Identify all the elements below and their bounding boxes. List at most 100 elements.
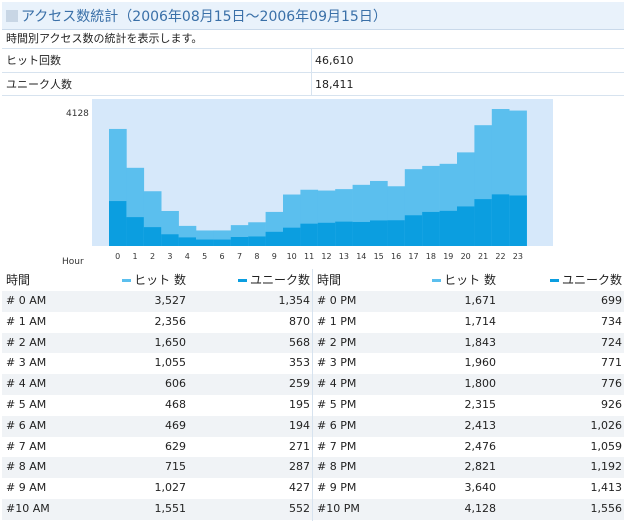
x-tick-label: 12 <box>321 252 331 261</box>
row-hits-pm: 4,128 <box>464 501 497 515</box>
row-unique-am: 287 <box>289 460 310 474</box>
row-hits-pm: 1,843 <box>464 335 497 349</box>
row-unique-am: 259 <box>289 377 310 391</box>
header-hits-am: ヒット 数 <box>82 269 186 291</box>
summary-unique-value: 18,411 <box>315 78 354 91</box>
row-hits-pm: 1,714 <box>464 314 497 328</box>
summary-hits-label: ヒット回数 <box>2 49 312 72</box>
row-time-pm: # 7 PM <box>312 436 392 458</box>
row-hits-pm: 2,413 <box>464 418 497 432</box>
row-hits-am: 469 <box>165 418 186 432</box>
x-tick-label: 0 <box>115 252 120 261</box>
row-unique-pm: 699 <box>601 294 622 307</box>
x-tick-label: 7 <box>237 252 242 261</box>
x-tick-label: 17 <box>408 252 418 261</box>
bar-unique-7 <box>230 237 249 246</box>
hourly-chart: 4128 0 1 2 3 4 5 6 7 8 9 10 11 12 13 14 15 16 17 18 19 20 21 2… <box>2 96 624 268</box>
bar-unique-22 <box>491 194 510 246</box>
row-hits-am: 629 <box>165 439 186 453</box>
bar-unique-14 <box>352 221 371 246</box>
row-time-pm: # 6 PM <box>312 415 392 437</box>
table-row: # 8 AM 715 287 # 8 PM 2,821 1,192 <box>2 457 624 479</box>
row-unique-pm: 1,059 <box>590 439 623 453</box>
row-hits-am: 1,055 <box>154 356 187 370</box>
x-tick-label: 15 <box>374 252 384 261</box>
bar-unique-6 <box>213 239 232 246</box>
row-time-am: # 4 AM <box>6 377 47 391</box>
header-time-am: 時間 <box>6 273 31 287</box>
row-unique-pm: 1,556 <box>590 501 623 515</box>
table-row: # 3 AM 1,055 353 # 3 PM 1,960 771 <box>2 353 624 375</box>
bar-unique-21 <box>474 199 493 246</box>
x-tick-label: 6 <box>220 252 225 261</box>
row-unique-am: 194 <box>289 418 310 432</box>
x-tick-label: 14 <box>356 252 366 261</box>
row-hits-pm: 2,315 <box>464 397 497 411</box>
bar-unique-0 <box>109 201 127 246</box>
x-tick-label: 10 <box>287 252 297 261</box>
bar-unique-20 <box>457 206 475 246</box>
table-row: # 7 AM 629 271 # 7 PM 2,476 1,059 <box>2 436 624 458</box>
row-hits-pm: 2,821 <box>464 460 497 474</box>
bar-unique-4 <box>178 237 197 246</box>
x-tick-label: 20 <box>461 252 471 261</box>
header-hits-pm: ヒット 数 <box>392 269 496 291</box>
summary-hits-row: ヒット回数 46,610 <box>2 48 624 72</box>
row-hits-am: 606 <box>165 377 186 391</box>
table-row: # 5 AM 468 195 # 5 PM 2,315 926 <box>2 394 624 416</box>
summary-unique-label: ユニーク人数 <box>2 73 312 95</box>
bar-unique-18 <box>422 211 440 246</box>
row-time-pm: # 4 PM <box>312 374 392 395</box>
x-tick-label: 22 <box>495 252 505 261</box>
table-header-row: 時間 ヒット 数 ユニーク数 時間 ヒット 数 ユニーク数 <box>2 269 624 291</box>
row-unique-am: 271 <box>289 439 310 453</box>
bar-unique-10 <box>283 227 301 246</box>
row-unique-pm: 1,026 <box>590 418 623 432</box>
row-hits-am: 1,650 <box>154 335 187 349</box>
y-max-label: 4128 <box>66 109 89 119</box>
page-title: アクセス数統計（2006年08月15日～2006年09月15日） <box>21 8 387 25</box>
row-unique-am: 568 <box>289 335 310 349</box>
summary-hits-value: 46,610 <box>315 54 354 67</box>
row-unique-pm: 734 <box>601 314 622 328</box>
row-time-am: # 0 AM <box>6 294 47 307</box>
row-time-pm: # 2 PM <box>312 332 392 354</box>
row-time-pm: # 5 PM <box>312 394 392 416</box>
x-tick-label: 11 <box>304 252 314 261</box>
row-unique-pm: 724 <box>601 335 622 349</box>
row-unique-am: 427 <box>289 481 310 495</box>
row-unique-pm: 771 <box>601 356 622 370</box>
bar-unique-13 <box>335 221 353 246</box>
row-time-pm: # 9 PM <box>312 478 392 499</box>
bar-unique-1 <box>126 217 145 246</box>
table-row: # 9 AM 1,027 427 # 9 PM 3,640 1,413 <box>2 478 624 499</box>
bar-unique-3 <box>161 234 179 246</box>
bar-unique-23 <box>509 195 527 246</box>
row-hits-am: 1,027 <box>154 481 187 495</box>
bar-unique-12 <box>317 222 336 246</box>
bar-unique-19 <box>439 210 458 246</box>
row-unique-pm: 776 <box>601 377 622 391</box>
x-tick-label: 9 <box>272 252 277 261</box>
table-row: # 0 AM 3,527 1,354 # 0 PM 1,671 699 <box>2 291 624 312</box>
bar-unique-8 <box>248 236 266 246</box>
bar-unique-16 <box>387 220 406 246</box>
row-time-pm: # 1 PM <box>312 311 392 333</box>
x-tick-label: 18 <box>426 252 436 261</box>
x-tick-label: 2 <box>150 252 155 261</box>
row-time-pm: # 8 PM <box>312 457 392 479</box>
row-hits-am: 1,551 <box>154 501 187 515</box>
x-tick-label: 19 <box>443 252 453 261</box>
row-unique-pm: 1,192 <box>590 460 623 474</box>
row-hits-am: 715 <box>165 460 186 474</box>
row-hits-am: 3,527 <box>154 294 187 307</box>
x-axis-label: Hour <box>62 257 84 267</box>
title-square-icon <box>6 9 18 22</box>
bar-unique-17 <box>404 215 423 246</box>
row-hits-pm: 1,800 <box>464 377 497 391</box>
row-hits-am: 468 <box>165 397 186 411</box>
bar-unique-15 <box>370 220 388 246</box>
row-time-am: # 3 AM <box>6 356 47 370</box>
row-unique-pm: 926 <box>601 397 622 411</box>
bar-unique-2 <box>143 227 162 246</box>
